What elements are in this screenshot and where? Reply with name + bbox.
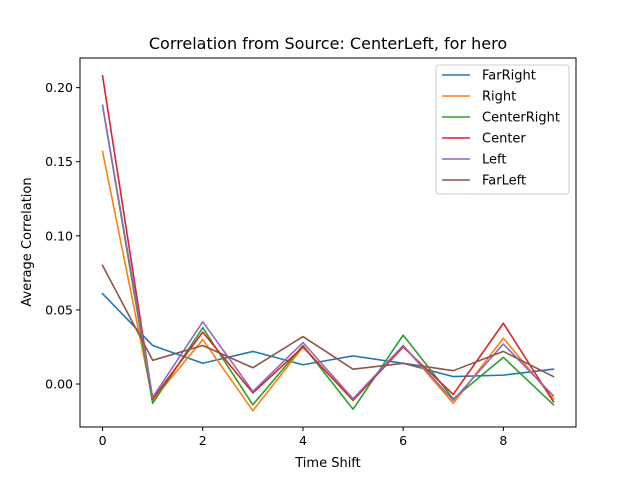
legend-box bbox=[435, 64, 570, 195]
series-line-farright bbox=[101, 292, 555, 378]
y-tick-label: 0.10 bbox=[45, 228, 73, 243]
x-tick-label: 4 bbox=[299, 433, 307, 448]
chart-title: Correlation from Source: CenterLeft, for… bbox=[149, 34, 507, 53]
series-layer bbox=[101, 74, 555, 412]
legend-label-left: Left bbox=[482, 153, 506, 168]
series-line-center bbox=[101, 74, 555, 403]
series-line-left bbox=[101, 104, 555, 402]
x-tick-label: 6 bbox=[399, 433, 407, 448]
plot-frame bbox=[79, 57, 577, 428]
y-tick-label: 0.00 bbox=[45, 377, 73, 392]
legend-label-centerright: CenterRight bbox=[482, 111, 560, 126]
y-axis: 0.00 0.05 0.10 0.15 0.20 bbox=[45, 80, 80, 392]
legend-label-right: Right bbox=[482, 90, 516, 105]
x-tick-label: 8 bbox=[499, 433, 507, 448]
y-axis-label: Average Correlation bbox=[20, 177, 35, 306]
y-tick-label: 0.15 bbox=[45, 154, 73, 169]
legend-label-center: Center bbox=[482, 132, 526, 147]
x-axis-label: Time Shift bbox=[294, 456, 361, 471]
x-axis: 0 2 4 6 8 bbox=[99, 427, 507, 448]
x-tick-label: 2 bbox=[199, 433, 207, 448]
x-tick-label: 0 bbox=[99, 433, 107, 448]
y-tick-label: 0.05 bbox=[45, 302, 73, 317]
legend: FarRight Right CenterRight Center Left FarLef… bbox=[435, 64, 570, 195]
series-line-farleft bbox=[101, 264, 555, 378]
legend-label-farleft: FarLeft bbox=[482, 174, 526, 189]
y-tick-label: 0.20 bbox=[45, 80, 73, 95]
legend-label-farright: FarRight bbox=[482, 69, 536, 84]
